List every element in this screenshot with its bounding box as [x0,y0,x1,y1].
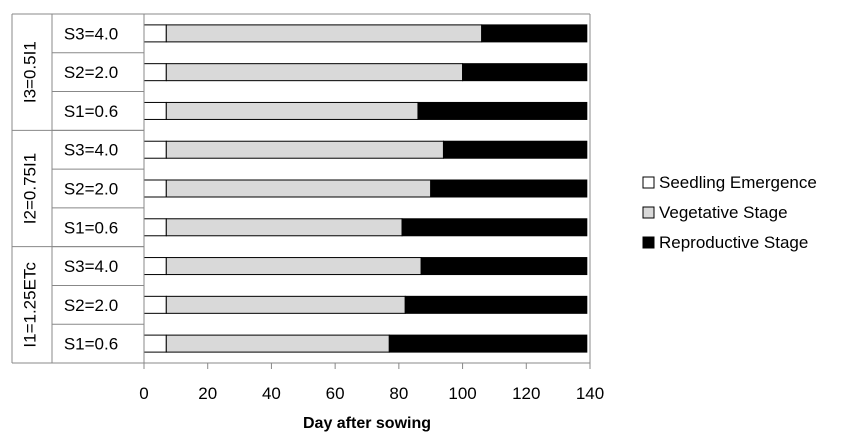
bar-reproductive-stage [401,218,588,237]
x-tick-label: 100 [448,384,476,403]
x-tick-label: 40 [262,384,281,403]
legend-swatch [642,236,655,249]
bar-reproductive-stage [420,257,588,276]
row-label: S1=0.6 [64,218,118,237]
category-axis: S3=4.0 S2=2.0 S1=0.6 I3=0.5I1 S3=4.0 S2=2.0 S1… [11,13,144,364]
x-tick-label: 20 [198,384,217,403]
bar-seedling-emergence [143,63,167,82]
bar-vegetative-stage [165,218,403,237]
group-label: I1=1.25ETc [20,262,39,348]
legend-swatch [642,206,655,219]
bar-seedling-emergence [143,295,167,314]
bar-reproductive-stage [462,63,588,82]
row-label: S2=2.0 [64,180,118,199]
bar-vegetative-stage [165,179,432,198]
x-tick-label: 0 [139,384,148,403]
row-label: S3=4.0 [64,257,118,276]
bar-vegetative-stage [165,257,422,276]
bar-seedling-emergence [143,257,167,276]
x-axis: 0 20 40 60 80 100 120 140 [139,13,604,403]
legend-label: Seedling Emergence [659,173,817,192]
bar-vegetative-stage [165,101,419,120]
x-axis-title: Day after sowing [303,415,431,432]
bar-vegetative-stage [165,63,464,82]
bar-vegetative-stage [165,140,444,159]
legend: Seedling Emergence Vegetative Stage Reprod… [642,173,817,252]
bar-seedling-emergence [143,24,167,43]
legend-label: Vegetative Stage [659,203,788,222]
bar-reproductive-stage [404,295,588,314]
bar-vegetative-stage [165,24,483,43]
bar-reproductive-stage [430,179,588,198]
x-tick-label: 80 [389,384,408,403]
row-label: S3=4.0 [64,24,118,43]
bar-reproductive-stage [417,101,588,120]
row-label: S3=4.0 [64,141,118,160]
bar-vegetative-stage [165,334,390,353]
x-tick-label: 120 [512,384,540,403]
bar-seedling-emergence [143,140,167,159]
row-label: S2=2.0 [64,296,118,315]
row-label: S2=2.0 [64,63,118,82]
group-label: I3=0.5I1 [20,41,39,103]
bar-reproductive-stage [442,140,588,159]
row-label: S1=0.6 [64,335,118,354]
x-tick-label: 140 [576,384,604,403]
bar-vegetative-stage [165,295,406,314]
legend-label: Reproductive Stage [659,233,808,252]
group-label: I2=0.75I1 [20,153,39,224]
plot-area [143,24,588,353]
bar-seedling-emergence [143,334,167,353]
x-tick-label: 60 [326,384,345,403]
bar-reproductive-stage [481,24,588,43]
bar-reproductive-stage [388,334,588,353]
row-label: S1=0.6 [64,102,118,121]
bar-seedling-emergence [143,179,167,198]
legend-swatch [642,176,655,189]
bar-seedling-emergence [143,101,167,120]
bar-seedling-emergence [143,218,167,237]
